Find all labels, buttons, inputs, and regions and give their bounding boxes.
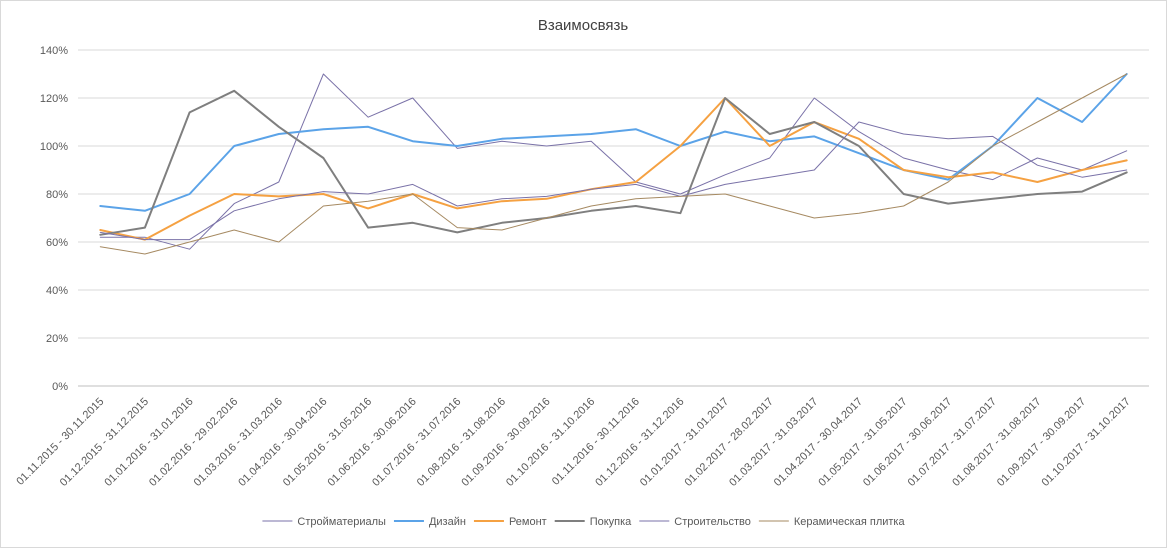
legend-label: Стройматериалы xyxy=(297,516,386,528)
legend-item: Стройматериалы xyxy=(262,516,386,528)
legend-label: Керамическая плитка xyxy=(794,516,906,528)
y-tick-label: 140% xyxy=(40,45,68,57)
x-tick-label: 01.07.2016 - 31.07.2016 xyxy=(370,396,463,489)
x-tick-label: 01.03.2016 - 31.03.2016 xyxy=(192,396,285,489)
x-tick-label: 01.11.2015 - 30.11.2015 xyxy=(14,396,106,488)
x-tick-label: 01.02.2016 - 29.02.2016 xyxy=(147,396,240,489)
grid-lines xyxy=(78,49,1149,387)
legend-item: Строительство xyxy=(639,516,751,528)
x-tick-label: 01.02.2017 - 28.02.2017 xyxy=(683,396,776,489)
y-tick-label: 0% xyxy=(52,381,68,393)
x-tick-label: 01.03.2017 - 31.03.2017 xyxy=(727,396,820,489)
series-lines xyxy=(99,73,1128,255)
x-tick-label: 01.11.2016 - 30.11.2016 xyxy=(550,396,642,488)
series-line xyxy=(99,97,1128,241)
legend-label: Ремонт xyxy=(509,516,547,528)
legend: Стройматериалы Дизайн Ремонт Покупка Строите… xyxy=(262,516,905,528)
y-tick-label: 60% xyxy=(46,237,68,249)
y-axis-ticks: 0% 20% 40% 60% 80% 100% 120% 140% xyxy=(40,45,68,393)
x-tick-label: 01.05.2016 - 31.05.2016 xyxy=(281,396,374,489)
x-tick-label: 01.08.2017 - 31.08.2017 xyxy=(950,396,1043,489)
legend-item: Покупка xyxy=(554,516,632,528)
y-tick-label: 80% xyxy=(46,189,68,201)
series-line xyxy=(99,73,1128,255)
x-tick-label: 01.04.2017 - 30.04.2017 xyxy=(772,396,865,489)
x-tick-label: 01.06.2016 - 30.06.2016 xyxy=(326,396,419,489)
series-line xyxy=(99,73,1128,212)
x-tick-label: 01.12.2015 - 31.12.2015 xyxy=(58,396,151,489)
legend-label: Строительство xyxy=(674,516,751,528)
x-tick-label: 01.04.2016 - 30.04.2016 xyxy=(236,396,329,489)
x-tick-label: 01.10.2016 - 31.10.2016 xyxy=(504,396,597,489)
x-tick-label: 01.09.2016 - 30.09.2016 xyxy=(459,396,552,489)
chart-title: Взаимосвязь xyxy=(538,17,629,34)
y-tick-label: 120% xyxy=(40,93,68,105)
legend-label: Покупка xyxy=(590,516,632,528)
y-tick-label: 100% xyxy=(40,141,68,153)
legend-item: Дизайн xyxy=(393,516,466,528)
y-tick-label: 40% xyxy=(46,285,68,297)
y-tick-label: 20% xyxy=(46,333,68,345)
x-tick-label: 01.01.2016 - 31.01.2016 xyxy=(102,396,195,489)
x-tick-label: 01.08.2016 - 31.08.2016 xyxy=(415,396,508,489)
legend-label: Дизайн xyxy=(429,516,466,528)
legend-item: Керамическая плитка xyxy=(758,516,906,528)
x-tick-label: 01.05.2017 - 31.05.2017 xyxy=(816,396,909,489)
x-tick-label: 01.06.2017 - 30.06.2017 xyxy=(861,396,954,489)
x-tick-label: 01.01.2017 - 31.01.2017 xyxy=(638,396,731,489)
x-tick-label: 01.07.2017 - 31.07.2017 xyxy=(906,396,999,489)
series-line xyxy=(99,121,1128,241)
x-tick-label: 01.09.2017 - 30.09.2017 xyxy=(995,396,1088,489)
x-tick-label: 01.10.2017 - 31.10.2017 xyxy=(1040,396,1133,489)
series-line xyxy=(99,73,1128,250)
x-tick-label: 01.12.2016 - 31.12.2016 xyxy=(593,396,686,489)
series-line xyxy=(99,89,1128,236)
legend-item: Ремонт xyxy=(473,516,547,528)
